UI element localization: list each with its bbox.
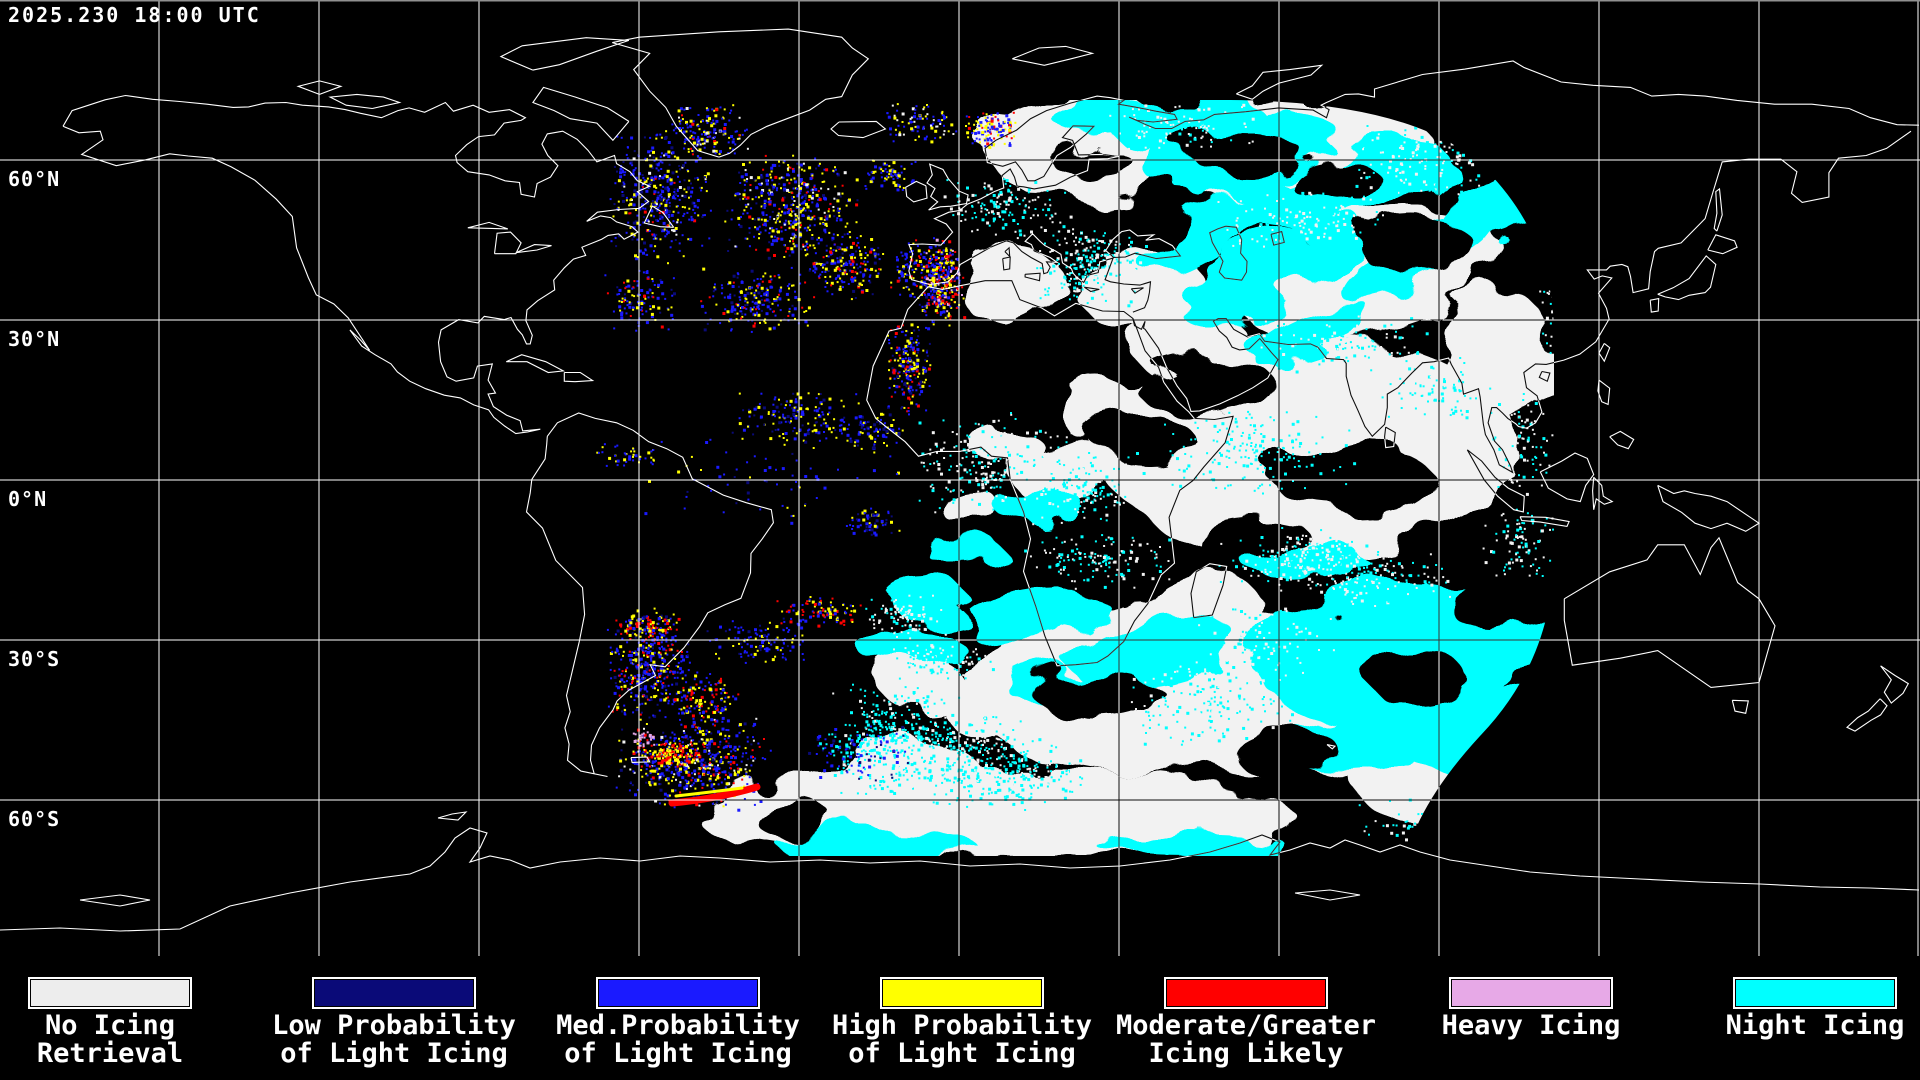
latitude-label: 60°S [8,807,61,831]
legend-label-4: Moderate/Greater Icing Likely [1115,1010,1377,1069]
legend-bar: No Icing Retrieval Low Probability of Light… [0,956,1920,1080]
day-icing-speckles [596,103,1017,812]
legend-label-0: No Icing Retrieval [36,1010,184,1069]
lines-over-data [0,0,1920,956]
legend-swatch-1 [312,977,476,1009]
legend-label-1: Low Probability of Light Icing [272,1010,516,1069]
high-prob-icing-arc [674,786,744,798]
legend-swatch-2 [596,977,760,1009]
latitude-label: 60°N [8,167,61,191]
latitude-label: 30°S [8,647,61,671]
latitude-label: 30°N [8,327,61,351]
legend-label-3: High Probability of Light Icing [831,1010,1093,1069]
map-top-border [0,0,1920,2]
legend-swatch-4 [1164,977,1328,1009]
night-data-layer [695,100,1554,856]
legend-swatch-6 [1733,977,1897,1009]
moderate-icing-arc [668,783,761,807]
legend-swatch-5 [1449,977,1613,1009]
legend-label-6: Night Icing [1725,1010,1905,1041]
timestamp-label: 2025.230 18:00 UTC [8,3,261,27]
latitude-label: 0°N [8,487,48,511]
legend-swatch-3 [880,977,1044,1009]
legend-swatch-0 [28,977,192,1009]
legend-label-5: Heavy Icing [1441,1010,1621,1041]
legend-label-2: Med.Probability of Light Icing [556,1010,800,1069]
